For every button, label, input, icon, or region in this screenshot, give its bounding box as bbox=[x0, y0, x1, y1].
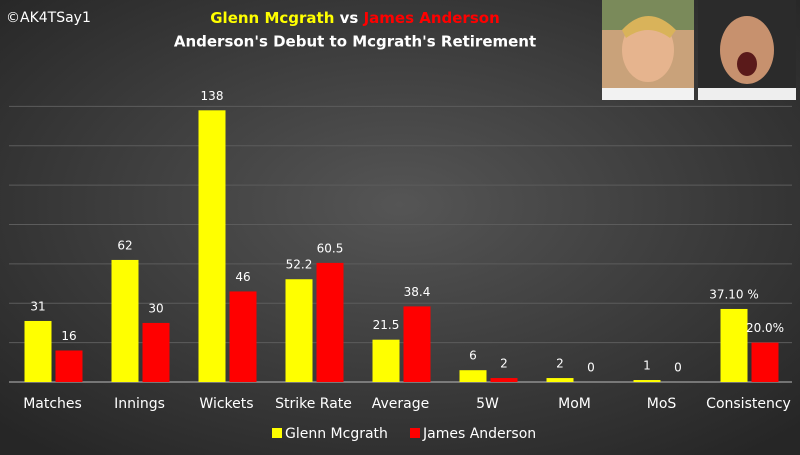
data-label: 2 bbox=[500, 357, 508, 371]
data-label: 20.0% bbox=[746, 321, 784, 335]
bar bbox=[720, 308, 748, 382]
x-tick-label: MoS bbox=[647, 396, 677, 412]
data-label: 1 bbox=[643, 359, 651, 373]
bar bbox=[459, 370, 487, 382]
watermark: ©AK4TSay1 bbox=[6, 10, 91, 26]
legend-swatch bbox=[272, 428, 282, 438]
x-tick-label: Wickets bbox=[199, 396, 253, 412]
photo bbox=[698, 0, 796, 100]
data-label: 60.5 bbox=[317, 241, 344, 255]
x-tick-label: Strike Rate bbox=[275, 396, 352, 412]
data-label: 0 bbox=[674, 361, 682, 375]
data-label: 31 bbox=[30, 299, 45, 313]
data-label: 38.4 bbox=[404, 285, 431, 299]
data-label: 21.5 bbox=[373, 318, 400, 332]
legend-swatch bbox=[410, 428, 420, 438]
data-label: 46 bbox=[235, 270, 250, 284]
bar bbox=[55, 350, 83, 382]
x-tick-label: 5W bbox=[476, 396, 499, 412]
data-label: 2 bbox=[556, 357, 564, 371]
chart-title: Glenn Mcgrath vs James Anderson bbox=[210, 9, 500, 27]
chart-subtitle: Anderson's Debut to Mcgrath's Retirement bbox=[174, 33, 536, 51]
bar bbox=[546, 378, 574, 382]
bar bbox=[111, 259, 139, 382]
data-label: 30 bbox=[148, 301, 163, 315]
data-label: 6 bbox=[469, 349, 477, 363]
bar bbox=[403, 306, 431, 382]
title-part: vs bbox=[340, 9, 359, 27]
bar bbox=[24, 320, 52, 382]
bar bbox=[490, 378, 518, 382]
legend-label: James Anderson bbox=[422, 426, 536, 442]
data-label: 16 bbox=[61, 329, 76, 343]
bar bbox=[751, 342, 779, 382]
x-tick-label: Average bbox=[372, 396, 430, 412]
data-label: 138 bbox=[201, 89, 224, 103]
x-tick-label: Innings bbox=[114, 396, 165, 412]
photo bbox=[602, 0, 694, 100]
x-tick-label: Consistency bbox=[706, 396, 791, 412]
bar bbox=[633, 380, 661, 382]
bar bbox=[229, 291, 257, 382]
data-label: 0 bbox=[587, 361, 595, 375]
x-tick-label: MoM bbox=[558, 396, 591, 412]
x-tick-label: Matches bbox=[23, 396, 82, 412]
bar bbox=[142, 322, 170, 382]
data-label: 37.10 % bbox=[709, 287, 759, 301]
data-label: 62 bbox=[117, 238, 132, 252]
title-part: James Anderson bbox=[363, 9, 500, 27]
bar bbox=[316, 262, 344, 382]
title-part: Glenn Mcgrath bbox=[210, 9, 334, 27]
bar bbox=[285, 279, 313, 382]
bar bbox=[198, 110, 226, 382]
data-label: 52.2 bbox=[286, 258, 313, 272]
legend-label: Glenn Mcgrath bbox=[285, 426, 388, 442]
bar bbox=[372, 339, 400, 382]
